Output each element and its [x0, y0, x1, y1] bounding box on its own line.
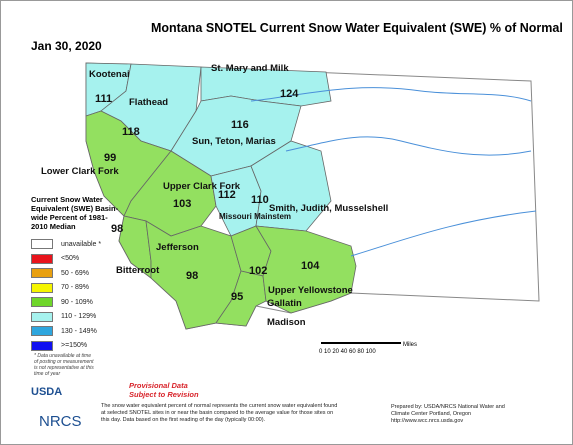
legend-item: 70 - 89%: [31, 282, 90, 293]
basin-name: Upper Yellowstone: [268, 285, 353, 296]
basin-value: 103: [173, 198, 191, 210]
legend-item: 130 - 149%: [31, 326, 97, 336]
river: [350, 210, 537, 257]
basin-value: 111: [95, 93, 112, 105]
basin-value: 98: [111, 223, 123, 235]
title: Montana SNOTEL Current Snow Water Equiva…: [151, 21, 563, 35]
legend-swatch: [31, 253, 53, 264]
legend-swatch: [31, 326, 53, 336]
legend-swatch: [31, 311, 53, 322]
basin-value: 98: [186, 270, 198, 282]
date: Jan 30, 2020: [31, 39, 102, 53]
scale-unit: Miles: [403, 342, 417, 348]
legend-swatch: [31, 297, 53, 307]
basin-name: Lower Clark Fork: [41, 166, 119, 177]
basin-value: 118: [122, 126, 140, 138]
basin: [255, 225, 357, 314]
basin-name: Smith, Judith, Musselshell: [269, 203, 388, 214]
legend-swatch: [31, 282, 53, 293]
basin-name: Gallatin: [267, 298, 302, 309]
basin-value: 102: [249, 265, 267, 277]
basin-name: Sun, Teton, Marias: [192, 136, 276, 147]
legend-swatch: [31, 340, 53, 351]
prepared-by: Prepared by: USDA/NRCS National Water an…: [391, 404, 505, 424]
legend-item: unavailable *: [31, 239, 101, 249]
basin-name: Flathead: [129, 97, 168, 108]
basin-value: 124: [280, 88, 299, 100]
river: [250, 87, 532, 102]
legend-title: Current Snow Water Equivalent (SWE) Basi…: [31, 195, 119, 231]
basin-value: 112: [218, 189, 236, 201]
nrcs-logo: NRCS: [39, 413, 82, 430]
basin-value: 110: [251, 194, 269, 206]
legend-item: 90 - 109%: [31, 297, 93, 307]
legend-label: >=150%: [61, 342, 88, 349]
legend-label: unavailable *: [61, 240, 102, 248]
description: The snow water equivalent percent of nor…: [101, 403, 338, 423]
basin-name: Madison: [267, 317, 306, 328]
scale-ticks: 0 10 20 40 60 80 100: [319, 349, 376, 355]
legend-swatch: [31, 268, 53, 278]
basin-name: St. Mary and Milk: [211, 63, 289, 74]
map: Kootenai 111 Flathead 118 St. Mary and M…: [41, 62, 540, 355]
basin-name: Missouri Mainstem: [219, 212, 291, 221]
legend-item: >=150%: [31, 340, 88, 351]
basin-value: 116: [231, 119, 249, 131]
basin-value: 99: [104, 152, 116, 164]
river: [285, 136, 532, 156]
legend-label: 110 - 129%: [61, 313, 97, 320]
legend-label: 50 - 69%: [61, 269, 90, 277]
basin-name: Kootenai: [89, 69, 130, 80]
legend-label: 70 - 89%: [61, 284, 90, 291]
legend-note: * Data unavailable at time of posting or…: [34, 353, 94, 377]
legend-swatch: [31, 239, 53, 249]
legend-item: 50 - 69%: [31, 268, 89, 278]
basin: [250, 140, 332, 232]
legend-label: <50%: [61, 255, 80, 262]
basin-value: 104: [301, 260, 320, 272]
provisional-note: Provisional Data Subject to Revision: [129, 381, 199, 399]
basin-name: Upper Clark Fork: [163, 181, 241, 192]
usda-logo: USDA: [31, 386, 63, 398]
legend-label: 90 - 109%: [61, 298, 93, 306]
legend-item: <50%: [31, 253, 80, 264]
basin-name: Bitterroot: [116, 265, 160, 276]
basin-value: 95: [231, 291, 243, 303]
legend-item: 110 - 129%: [31, 311, 97, 322]
legend-label: 130 - 149%: [61, 327, 97, 335]
basin-name: Jefferson: [156, 242, 199, 253]
